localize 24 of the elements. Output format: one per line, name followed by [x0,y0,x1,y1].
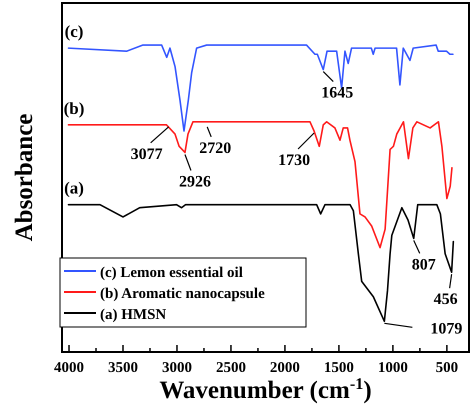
annotation: 2720 [199,140,232,157]
legend-label: (c) Lemon essential oil [100,265,243,281]
x-tick-label: 2500 [216,360,246,376]
annotation: 1730 [278,152,310,169]
annotation: 456 [434,291,458,308]
x-tick-label: 4000 [54,360,84,376]
y-axis-title: Absorbance [11,114,38,242]
legend-label: (a) HMSN [100,307,166,323]
annotation: (a) [64,178,84,198]
text: (c) [64,22,84,42]
annotation: 1079 [430,320,462,338]
annotation: 807 [412,256,436,274]
legend-label: (b) Aromatic nanocapsule [100,286,266,302]
x-tick-label: 1000 [378,360,408,376]
x-tick-label: 500 [436,360,458,376]
annotation: (b) [64,98,84,118]
x-tick-label: 1500 [324,360,354,376]
annotation: 2926 [178,173,211,190]
x-tick-label: 2000 [270,360,300,376]
x-tick-label: 3000 [162,360,192,376]
x-axis-title: Wavenumber (cm$^{-1}$) [159,375,372,404]
x-tick-label: 3500 [108,360,138,376]
annotation: 1645 [321,84,354,102]
annotation: 3077 [130,146,163,163]
